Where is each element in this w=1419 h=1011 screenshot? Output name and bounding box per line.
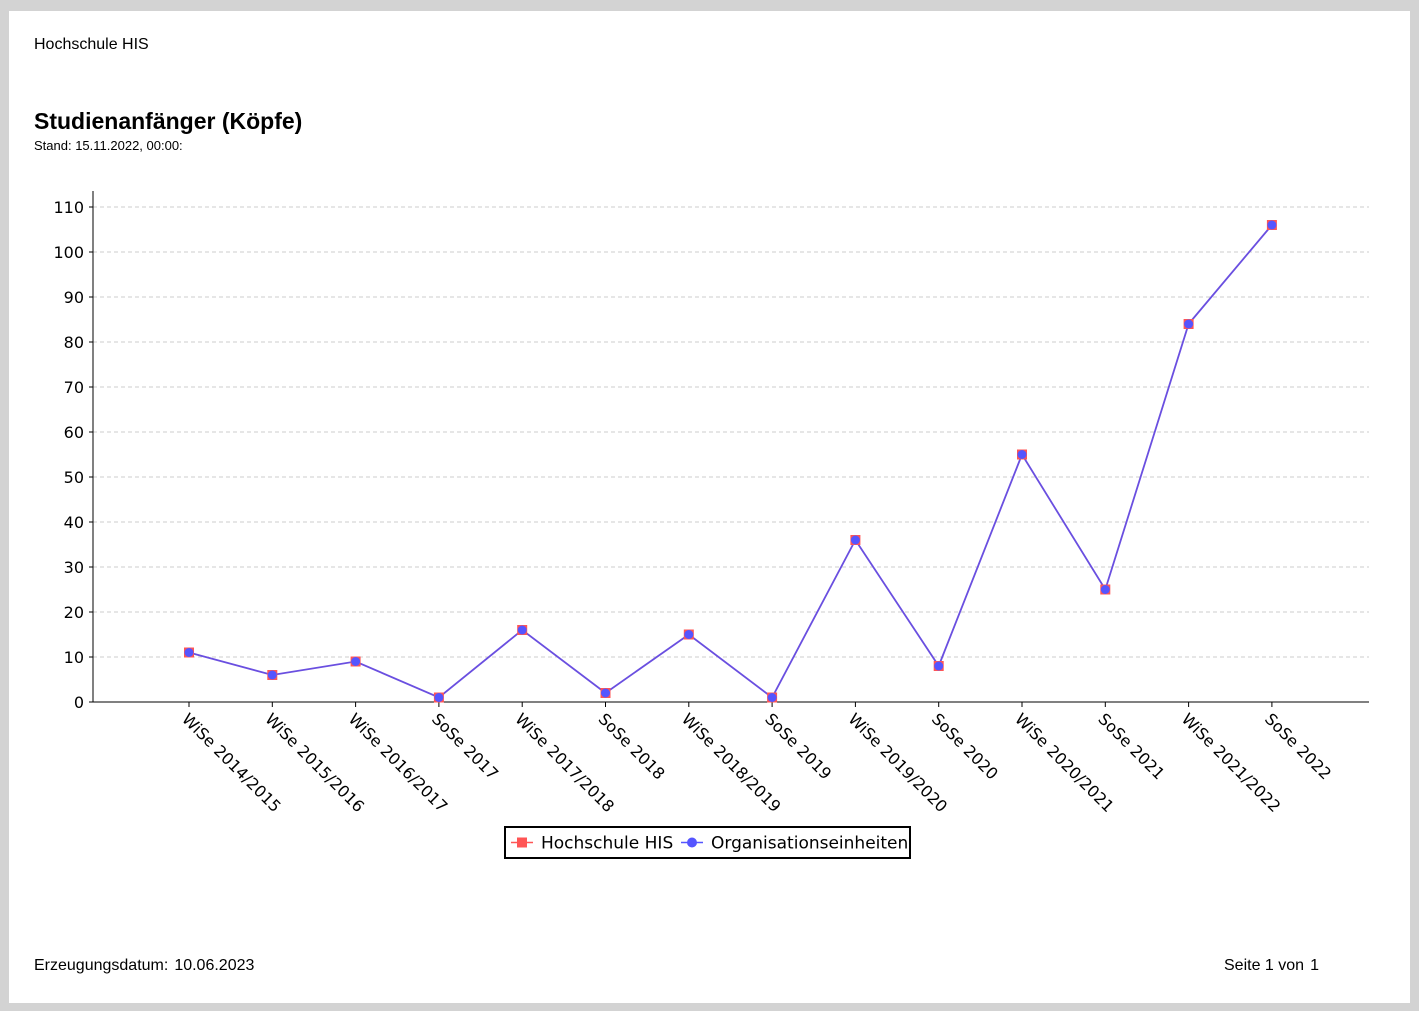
legend-marker-hochschule-his [517,837,527,848]
x-tick-label: SoSe 2019 [761,709,835,783]
institution-name: Hochschule HIS [34,36,149,53]
y-tick-label: 90 [64,288,84,307]
report-page: Hochschule HIS Studienanfänger (Köpfe) S… [9,11,1410,1003]
data-point-organisationseinheiten [267,670,277,680]
y-tick-label: 110 [53,198,84,217]
data-point-organisationseinheiten [601,688,610,698]
page-number-label: Seite 1 von [1224,957,1305,974]
data-timestamp: Stand: 15.11.2022, 00:00: [34,138,183,153]
data-point-organisationseinheiten [1184,319,1194,329]
data-point-organisationseinheiten [517,625,527,635]
generation-date: Erzeugungsdatum: 10.06.2023 [34,957,254,975]
y-tick-label: 40 [64,513,84,532]
x-tick-label: SoSe 2020 [928,709,1002,783]
page-total: 1 [1310,957,1319,974]
data-point-organisationseinheiten [1267,220,1277,230]
report-title: Studienanfänger (Köpfe) [34,108,303,134]
data-point-organisationseinheiten [1100,585,1110,594]
x-tick-label: SoSe 2022 [1261,709,1335,783]
data-point-organisationseinheiten [934,661,944,671]
data-point-organisationseinheiten [184,648,194,657]
data-point-organisationseinheiten [1017,450,1027,459]
series-line-organisationseinheiten [188,224,1273,699]
data-point-organisationseinheiten [351,657,361,666]
legend-box [504,826,911,859]
legend-label-organisationseinheiten: Organisationseinheiten [711,834,908,854]
data-point-organisationseinheiten [684,630,694,639]
y-tick-label: 10 [64,648,84,667]
y-tick-label: 30 [64,558,84,577]
x-tick-label: SoSe 2021 [1094,709,1168,783]
y-tick-label: 70 [64,378,84,397]
legend-marker-organisationseinheiten [687,837,697,848]
y-tick-label: 80 [64,333,84,352]
legend-label-hochschule-his: Hochschule HIS [541,834,673,854]
y-tick-label: 60 [64,423,84,442]
y-tick-label: 0 [74,693,84,712]
y-tick-label: 100 [53,243,84,262]
data-point-organisationseinheiten [767,693,777,702]
generation-date-value: 10.06.2023 [174,957,255,974]
data-point-organisationseinheiten [850,535,860,545]
generation-date-label: Erzeugungsdatum: [34,957,169,974]
y-tick-label: 20 [64,603,84,622]
x-tick-label: SoSe 2017 [428,709,502,783]
page-number: Seite 1 von 1 [1224,957,1319,975]
data-point-organisationseinheiten [434,693,444,702]
y-tick-label: 50 [64,468,84,487]
x-tick-label: SoSe 2018 [595,709,669,783]
